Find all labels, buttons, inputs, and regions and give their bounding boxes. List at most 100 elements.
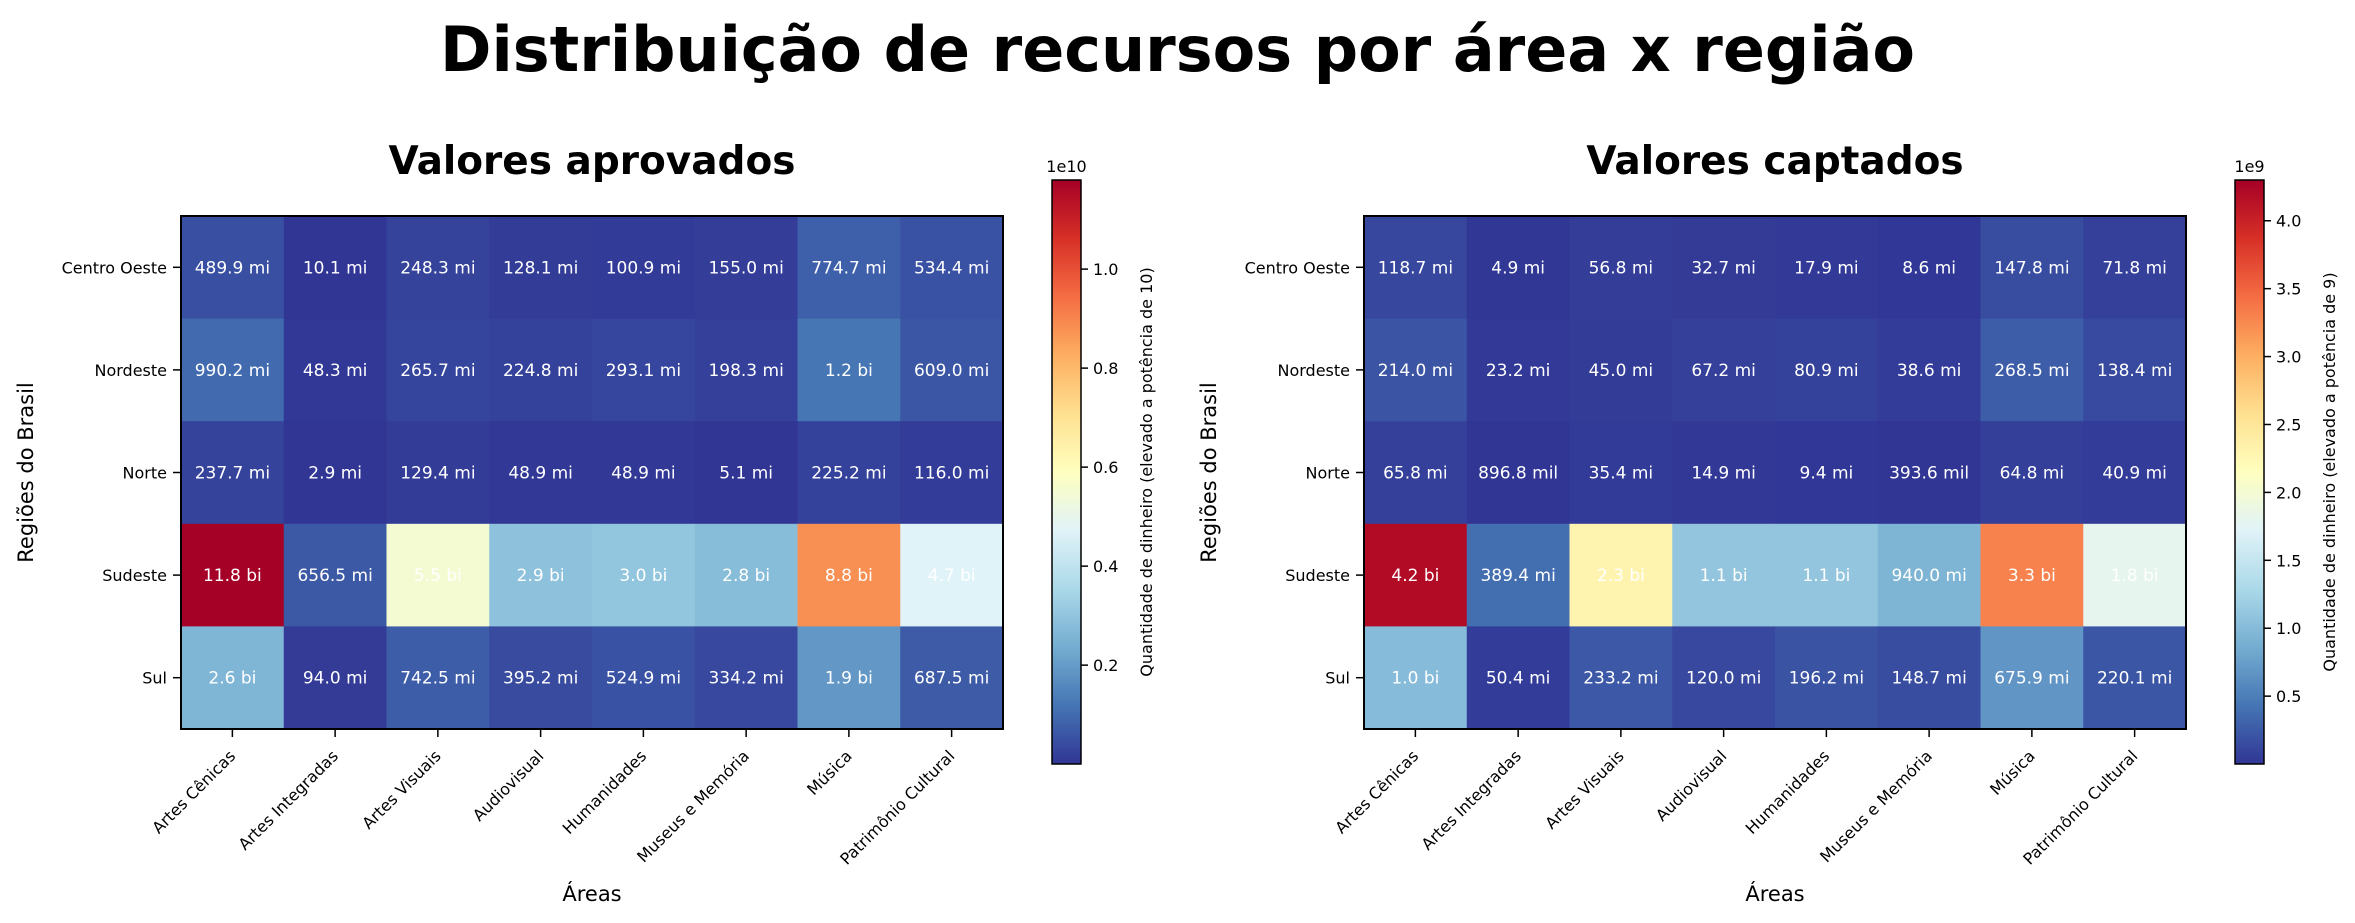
cell-value-label-captados: 214.0 mi (1378, 361, 1453, 381)
cell-value-label-aprovados: 609.0 mi (914, 361, 989, 381)
colorbar-label-aprovados: Quantidade de dinheiro (elevado a potênc… (1137, 267, 1156, 676)
cell-value-label-captados: 1.1 bi (1700, 566, 1748, 586)
heatmap-cell-aprovados-sudeste-artes-visuais (386, 523, 490, 627)
cell-value-label-aprovados: 687.5 mi (914, 669, 989, 689)
cell-value-label-aprovados: 94.0 mi (303, 669, 368, 689)
heatmap-cell-aprovados-sudeste-artes-cenicas (181, 523, 285, 627)
cell-value-label-aprovados: 2.8 bi (722, 566, 770, 586)
cell-value-label-aprovados: 4.7 bi (928, 566, 976, 586)
cell-value-label-captados: 233.2 mi (1583, 669, 1658, 689)
x-tick-label-artes-integradas: Artes Integradas (235, 746, 342, 853)
heatmap-cell-aprovados-sul-audiovisual (489, 626, 593, 730)
colorbar-label-captados: Quantidade de dinheiro (elevado a potênc… (2320, 272, 2339, 671)
heatmap-cell-aprovados-norte-musica (797, 421, 901, 525)
x-tick-label-humanidades: Humanidades (559, 746, 651, 838)
subplot-title-aprovados: Valores aprovados (389, 139, 796, 184)
cell-value-label-captados: 393.6 mil (1889, 464, 1969, 484)
heatmap-cell-aprovados-sudeste-humanidades (592, 523, 696, 627)
x-tick-label-artes-visuais: Artes Visuais (1541, 746, 1627, 832)
heatmap-cell-aprovados-centro-oeste-musica (797, 216, 901, 320)
cell-value-label-captados: 196.2 mi (1789, 669, 1864, 689)
cell-value-label-aprovados: 237.7 mi (195, 464, 270, 484)
heatmap-cell-captados-sudeste-humanidades (1775, 523, 1879, 627)
cell-value-label-aprovados: 10.1 mi (303, 258, 368, 278)
cell-value-label-aprovados: 48.9 mi (611, 464, 676, 484)
heatmap-cell-aprovados-nordeste-museus-e-memoria (694, 318, 798, 422)
cell-value-label-captados: 45.0 mi (1589, 361, 1654, 381)
cell-value-label-captados: 675.9 mi (1994, 669, 2069, 689)
cell-value-label-aprovados: 524.9 mi (606, 669, 681, 689)
heatmap-cell-aprovados-norte-patrimonio-cultural (900, 421, 1004, 525)
heatmap-cell-aprovados-centro-oeste-artes-visuais (386, 216, 490, 320)
cell-value-label-captados: 4.2 bi (1391, 566, 1439, 586)
colorbar-exponent-aprovados: 1e10 (1046, 157, 1086, 176)
cell-value-label-captados: 14.9 mi (1691, 464, 1756, 484)
cell-value-label-captados: 50.4 mi (1486, 669, 1551, 689)
heatmap-cell-aprovados-sul-musica (797, 626, 901, 730)
heatmap-cell-captados-nordeste-audiovisual (1672, 318, 1776, 422)
heatmap-cell-captados-centro-oeste-artes-visuais (1569, 216, 1673, 320)
cell-value-label-aprovados: 742.5 mi (400, 669, 475, 689)
heatmap-cell-captados-norte-artes-cenicas (1364, 421, 1468, 525)
colorbar-aprovados: 0.2 0.4 0.6 0.8 1.0 1e10 Quantidade de dinheir… (1046, 157, 1156, 765)
cell-value-label-captados: 65.8 mi (1383, 464, 1448, 484)
heatmap-aprovados: Valores aprovados 489.9 mi 10.1 mi 248.3 mi… (14, 139, 1156, 906)
heatmap-cell-captados-sul-museus-e-memoria (1877, 626, 1981, 730)
y-axis-label-aprovados: Regiões do Brasil (14, 382, 38, 563)
cell-value-label-captados: 1.8 bi (2111, 566, 2159, 586)
cell-value-label-aprovados: 395.2 mi (503, 669, 578, 689)
heatmap-cell-aprovados-sudeste-patrimonio-cultural (900, 523, 1004, 627)
x-tick-label-artes-integradas: Artes Integradas (1418, 746, 1525, 853)
cell-value-label-captados: 120.0 mi (1686, 669, 1761, 689)
x-tick-label-patrimonio-cultural: Patrimônio Cultural (2019, 746, 2141, 868)
heatmap-cell-captados-sul-musica (1980, 626, 2084, 730)
y-tick-label-nordeste: Nordeste (94, 361, 167, 380)
heatmap-cell-captados-norte-musica (1980, 421, 2084, 525)
heatmap-cell-captados-sul-humanidades (1775, 626, 1879, 730)
y-tick-label-sudeste: Sudeste (102, 566, 167, 585)
x-axis-label-aprovados: Áreas (562, 881, 621, 906)
heatmap-cell-captados-centro-oeste-audiovisual (1672, 216, 1776, 320)
cell-value-label-captados: 38.6 mi (1897, 361, 1962, 381)
heatmap-cell-aprovados-norte-artes-visuais (386, 421, 490, 525)
heatmap-captados: Valores captados 118.7 mi 4.9 mi 56.8 mi 32.… (1197, 139, 2339, 906)
heatmap-cell-aprovados-norte-humanidades (592, 421, 696, 525)
cell-value-label-captados: 118.7 mi (1378, 258, 1453, 278)
heatmap-cell-aprovados-centro-oeste-audiovisual (489, 216, 593, 320)
heatmap-cell-aprovados-centro-oeste-humanidades (592, 216, 696, 320)
heatmap-cell-captados-norte-artes-visuais (1569, 421, 1673, 525)
cell-value-label-aprovados: 100.9 mi (606, 258, 681, 278)
cell-value-label-captados: 220.1 mi (2097, 669, 2172, 689)
x-tick-label-audiovisual: Audiovisual (469, 746, 548, 825)
heatmap-cell-captados-norte-museus-e-memoria (1877, 421, 1981, 525)
heatmap-cell-captados-sudeste-artes-visuais (1569, 523, 1673, 627)
heatmap-cell-captados-centro-oeste-humanidades (1775, 216, 1879, 320)
cell-value-label-captados: 389.4 mi (1480, 566, 1555, 586)
cell-value-label-captados: 17.9 mi (1794, 258, 1859, 278)
colorbar-tick-label-aprovados: 0.4 (1093, 557, 1118, 576)
cell-value-label-captados: 1.1 bi (1802, 566, 1850, 586)
cell-value-label-aprovados: 225.2 mi (811, 464, 886, 484)
colorbar-tick-label-captados: 3.0 (2276, 348, 2301, 367)
heatmap-cell-aprovados-nordeste-musica (797, 318, 901, 422)
cell-value-label-captados: 32.7 mi (1691, 258, 1756, 278)
colorbar-tick-label-aprovados: 1.0 (1093, 260, 1118, 279)
heatmap-cell-aprovados-centro-oeste-artes-integradas (283, 216, 387, 320)
cell-value-label-aprovados: 265.7 mi (400, 361, 475, 381)
cell-value-label-captados: 148.7 mi (1891, 669, 1966, 689)
cell-value-label-aprovados: 293.1 mi (606, 361, 681, 381)
heatmap-cell-aprovados-centro-oeste-patrimonio-cultural (900, 216, 1004, 320)
x-tick-label-artes-cenicas: Artes Cênicas (148, 746, 239, 837)
heatmap-cell-aprovados-norte-museus-e-memoria (694, 421, 798, 525)
heatmap-cell-captados-nordeste-patrimonio-cultural (2083, 318, 2187, 422)
heatmap-cell-captados-norte-artes-integradas (1466, 421, 1570, 525)
cell-value-label-captados: 147.8 mi (1994, 258, 2069, 278)
heatmap-cell-captados-nordeste-artes-integradas (1466, 318, 1570, 422)
colorbar-gradient-aprovados (1051, 179, 1082, 765)
y-tick-label-sul: Sul (142, 669, 167, 688)
heatmap-cell-captados-sul-audiovisual (1672, 626, 1776, 730)
cell-value-label-captados: 1.0 bi (1391, 669, 1439, 689)
heatmap-cell-aprovados-centro-oeste-museus-e-memoria (694, 216, 798, 320)
heatmap-cell-aprovados-sul-humanidades (592, 626, 696, 730)
heatmap-cell-captados-centro-oeste-patrimonio-cultural (2083, 216, 2187, 320)
